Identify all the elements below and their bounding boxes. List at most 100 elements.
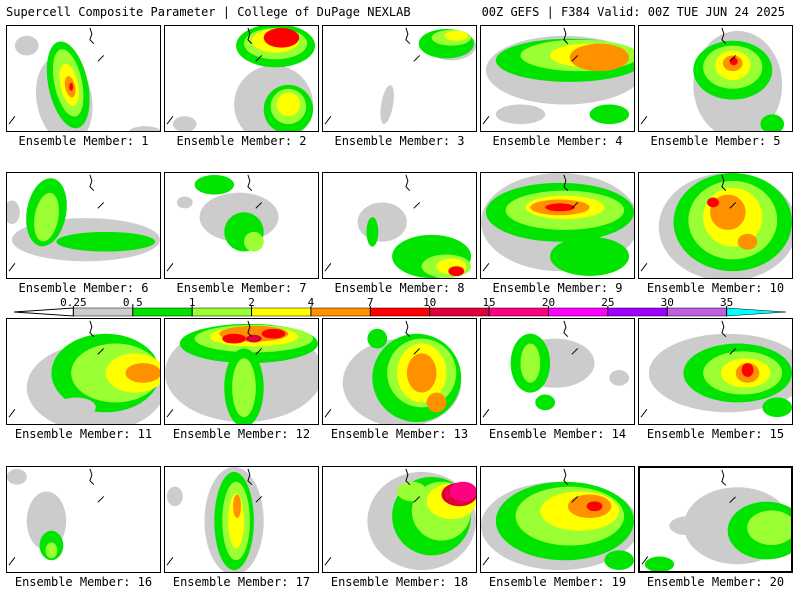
- member-label: Ensemble Member: 16: [14, 575, 153, 589]
- colorbar-tick-label: 7: [366, 296, 374, 309]
- member-label: Ensemble Member: 8: [334, 281, 465, 295]
- scp-contour-region: [707, 197, 719, 208]
- colorbar-tick-label: 15: [482, 296, 496, 309]
- colorbar-tick-label: 25: [601, 296, 615, 309]
- scp-contour-region: [397, 481, 427, 502]
- colorbar-tick-label: 4: [307, 296, 315, 309]
- scp-contour-map: [482, 320, 630, 418]
- member-label: Ensemble Member: 18: [330, 575, 469, 589]
- colorbar-tick-label: 35: [719, 296, 734, 309]
- scp-contour-region: [669, 516, 709, 536]
- ensemble-map-panel: [164, 466, 319, 573]
- scp-contour-region: [69, 82, 74, 91]
- ensemble-map-panel: [638, 466, 793, 573]
- run-info: 00Z GEFS | F384 Valid: 00Z TUE JUN 24 20…: [481, 5, 785, 19]
- scp-contour-region: [263, 27, 300, 48]
- scp-contour-region: [128, 126, 160, 131]
- colorbar-left-arrow: [13, 307, 74, 317]
- scp-contour-region: [762, 397, 792, 418]
- colorbar-segment: [548, 307, 609, 317]
- coastline: [482, 27, 579, 125]
- coastline: [8, 320, 105, 418]
- scp-contour-region: [589, 104, 630, 125]
- scp-contour-map: [641, 469, 791, 571]
- colorbar-tick-label: 0.25: [60, 296, 87, 309]
- scp-contour-region: [56, 397, 96, 418]
- scp-contour-region: [367, 328, 388, 349]
- ensemble-map-panel: [6, 172, 161, 279]
- scp-contour-region: [406, 353, 437, 393]
- scp-contour-region: [45, 542, 58, 559]
- scp-contour-map: [640, 320, 792, 418]
- scp-contour-map: [482, 27, 634, 125]
- scp-contour-region: [586, 501, 603, 512]
- scp-contour-map: [166, 174, 279, 272]
- coastline: [482, 174, 579, 272]
- scp-contour-map: [324, 27, 476, 125]
- member-label: Ensemble Member: 1: [18, 134, 149, 148]
- member-label: Ensemble Member: 9: [492, 281, 623, 295]
- colorbar-segment: [429, 307, 490, 317]
- coastline: [324, 27, 421, 125]
- scp-contour-map: [165, 320, 318, 424]
- member-label: Ensemble Member: 17: [172, 575, 311, 589]
- member-label: Ensemble Member: 20: [646, 575, 785, 589]
- colorbar-segment: [726, 307, 787, 317]
- colorbar-segment: [488, 307, 549, 317]
- scp-contour-map: [324, 174, 472, 278]
- scp-contour-map: [481, 468, 634, 571]
- colorbar-tick-label: 30: [660, 296, 674, 309]
- member-label: Ensemble Member: 6: [18, 281, 149, 295]
- scp-contour-map: [481, 173, 634, 277]
- scp-contour-map: [8, 320, 160, 424]
- ensemble-map-panel: [164, 25, 319, 132]
- coastline: [640, 320, 737, 418]
- ensemble-map-panel: [480, 25, 635, 132]
- scp-contour-region: [737, 233, 758, 250]
- ensemble-map-panel: [480, 172, 635, 279]
- coastline: [166, 320, 263, 418]
- scp-contour-region: [729, 57, 738, 66]
- scp-contour-map: [7, 468, 105, 566]
- member-label: Ensemble Member: 5: [650, 134, 781, 148]
- scp-contour-region: [710, 194, 746, 230]
- member-label: Ensemble Member: 14: [488, 427, 627, 441]
- scp-contour-region: [232, 358, 256, 418]
- scp-contour-region: [194, 174, 235, 195]
- coastline: [8, 174, 105, 272]
- scp-contour-region: [520, 343, 541, 383]
- scp-contour-region: [747, 510, 791, 546]
- colorbar-segment: [370, 307, 430, 317]
- scp-contour-region: [741, 363, 754, 377]
- ensemble-map-panel: [322, 25, 477, 132]
- member-label: Ensemble Member: 13: [330, 427, 469, 441]
- colorbar-segment: [310, 307, 371, 317]
- member-label: Ensemble Member: 12: [172, 427, 311, 441]
- scp-contour-map: [324, 468, 476, 571]
- scp-contour-region: [380, 85, 394, 124]
- scp-contour-region: [125, 363, 160, 383]
- scp-contour-region: [276, 92, 301, 117]
- ensemble-map-panel: [164, 318, 319, 425]
- scp-contour-region: [245, 334, 262, 343]
- ensemble-map-panel: [6, 466, 161, 573]
- coastline: [324, 320, 421, 418]
- colorbar-segment: [666, 307, 727, 317]
- coastline: [641, 469, 736, 565]
- ensemble-map-panel: [164, 172, 319, 279]
- coastline: [166, 468, 263, 566]
- ensemble-map-panel: [322, 466, 477, 573]
- colorbar-segment: [132, 307, 193, 317]
- scp-contour-region: [535, 394, 556, 411]
- scp-contour-region: [426, 392, 447, 413]
- member-label: Ensemble Member: 11: [14, 427, 153, 441]
- colorbar-segment: [73, 307, 134, 317]
- scp-contour-region: [550, 236, 630, 277]
- ensemble-map-panel: [6, 318, 161, 425]
- scp-contour-region: [569, 43, 630, 72]
- coastline: [482, 468, 579, 566]
- scp-contour-map: [324, 320, 462, 424]
- coastline: [482, 320, 579, 418]
- scp-contour-region: [357, 202, 407, 242]
- scp-contour-region: [176, 196, 193, 209]
